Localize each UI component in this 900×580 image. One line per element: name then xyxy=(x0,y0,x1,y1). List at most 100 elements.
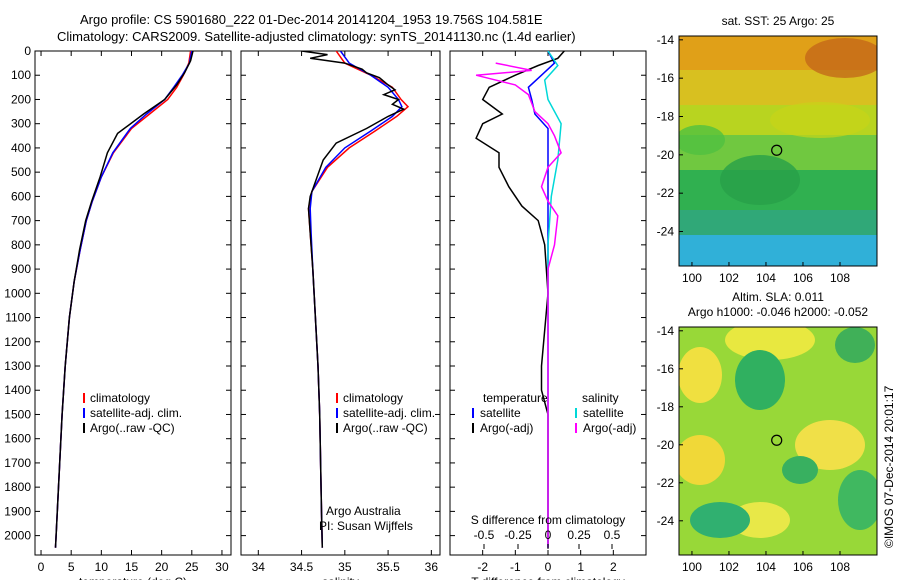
annotation-argo-australia: Argo Australia xyxy=(326,504,401,518)
legend-label-temperature: satellite-adj. clim. xyxy=(90,406,182,420)
y-tick-label: 1100 xyxy=(5,311,31,325)
map-x-tick-label: 102 xyxy=(719,560,739,574)
sla-low-2 xyxy=(690,502,750,538)
map-frame-sla_map xyxy=(678,326,878,556)
map-y-tick-label: -14 xyxy=(657,33,675,47)
x-tick-label-difference: 1 xyxy=(577,560,584,574)
legend-label-difference: Argo(-adj) xyxy=(480,421,533,435)
x-tick-label-salinity: 34 xyxy=(252,560,266,574)
y-tick-label: 1300 xyxy=(4,359,31,373)
x-tick-label-s-difference: 0.25 xyxy=(567,528,591,542)
x-tick-label-s-difference: 0 xyxy=(545,528,552,542)
legend-label-temperature: climatology xyxy=(90,391,150,405)
y-tick-label: 1800 xyxy=(4,480,31,494)
x-tick-label-salinity: 35.5 xyxy=(376,560,400,574)
argo-location-marker-sst_map xyxy=(771,144,783,156)
sla-high-3 xyxy=(795,420,865,470)
series-line-satellite-adj-clim- xyxy=(309,51,403,548)
sst-warm-patch xyxy=(805,38,877,78)
map-y-tick-label: -22 xyxy=(657,476,675,490)
map-y-tick-label: -24 xyxy=(657,514,675,528)
x-tick-label-temperature: 25 xyxy=(185,560,199,574)
y-tick-label: 2000 xyxy=(4,529,31,543)
y-tick-label: 600 xyxy=(11,189,31,203)
annotation-pi: PI: Susan Wijffels xyxy=(319,519,413,533)
legend-header-temperature: temperature xyxy=(483,391,548,405)
map-x-tick-label: 100 xyxy=(682,560,702,574)
sst-green-patch xyxy=(679,125,725,155)
y-tick-label: 200 xyxy=(11,92,31,106)
figure-title-line2: Climatology: CARS2009. Satellite-adjuste… xyxy=(57,29,576,44)
map-x-tick-label: 108 xyxy=(830,560,850,574)
legend-label-difference: satellite xyxy=(480,406,521,420)
map-x-tick-label: 104 xyxy=(756,560,776,574)
y-tick-label: 1400 xyxy=(4,383,31,397)
map-y-tick-label: -16 xyxy=(657,362,675,376)
x-tick-label-difference: 0 xyxy=(545,560,552,574)
series-line-satellite-adj-clim- xyxy=(54,51,193,548)
y-tick-label: 1500 xyxy=(4,407,31,421)
legend-label-salinity: Argo(..raw -QC) xyxy=(343,421,428,435)
plot-frame-salinity xyxy=(240,50,441,556)
series-group-temperature xyxy=(54,51,194,548)
map-y-tick-label: -24 xyxy=(657,225,675,239)
y-tick-label: 1600 xyxy=(4,432,31,446)
y-tick-label: 1900 xyxy=(4,504,31,518)
legend-label-salinity: satellite-adj. clim. xyxy=(343,406,435,420)
x-axis-label-difference: T difference from climatology xyxy=(471,575,625,580)
map-title-sst_map: sat. SST: 25 Argo: 25 xyxy=(722,14,835,28)
series-line-argo-raw-qc- xyxy=(301,51,406,548)
map-x-tick-label: 100 xyxy=(682,271,702,285)
series-group-salinity xyxy=(301,51,410,548)
argo-location-marker-sla_map xyxy=(771,434,783,446)
sst-yellow-patch xyxy=(770,102,870,138)
legend-label-salinity: climatology xyxy=(343,391,403,405)
map-x-tick-label: 106 xyxy=(793,560,813,574)
legend-header-salinity: salinity xyxy=(582,391,619,405)
series-line-s-argo-adj- xyxy=(475,62,562,548)
sla-high-2 xyxy=(725,327,815,360)
series-line-t-argo-adj- xyxy=(475,51,565,548)
map-y-tick-label: -14 xyxy=(657,324,675,338)
series-line-argo-raw-qc- xyxy=(54,51,194,548)
x-tick-label-temperature: 20 xyxy=(155,560,169,574)
map-y-tick-label: -18 xyxy=(657,110,675,124)
sla-low-1 xyxy=(735,350,785,410)
y-tick-label: 800 xyxy=(11,238,31,252)
x-axis-label-s-difference: S difference from climatology xyxy=(471,513,626,527)
y-tick-label: 1000 xyxy=(4,286,31,300)
y-tick-label: 700 xyxy=(11,214,31,228)
x-tick-label-temperature: 30 xyxy=(215,560,229,574)
x-tick-label-s-difference: -0.25 xyxy=(504,528,532,542)
y-tick-label: 300 xyxy=(11,117,31,131)
x-tick-label-s-difference: -0.5 xyxy=(474,528,495,542)
y-tick-label: 1200 xyxy=(4,335,31,349)
sla-low-3 xyxy=(838,470,877,530)
map-y-tick-label: -20 xyxy=(657,148,675,162)
x-axis-label-salinity: salinity xyxy=(322,575,359,580)
y-tick-label: 0 xyxy=(24,44,31,58)
sla-high-4 xyxy=(679,435,725,485)
sla-high-1 xyxy=(679,347,722,403)
x-tick-label-salinity: 35 xyxy=(338,560,352,574)
y-tick-label: 400 xyxy=(11,141,31,155)
x-tick-label-temperature: 15 xyxy=(125,560,139,574)
map-y-tick-label: -22 xyxy=(657,186,675,200)
x-tick-label-s-difference: 0.5 xyxy=(604,528,621,542)
series-group-difference xyxy=(475,51,565,548)
series-line-t-satellite xyxy=(527,51,556,548)
sst-cool-patch xyxy=(720,155,800,205)
sla-low-5 xyxy=(782,456,818,484)
x-tick-label-salinity: 36 xyxy=(425,560,439,574)
map-x-tick-label: 104 xyxy=(756,271,776,285)
series-line-climatology xyxy=(54,51,192,548)
map-frame-sst_map xyxy=(678,35,878,267)
map-y-tick-label: -16 xyxy=(657,71,675,85)
x-tick-label-temperature: 0 xyxy=(38,560,45,574)
map-x-tick-label: 108 xyxy=(830,271,850,285)
map-y-tick-label: -20 xyxy=(657,438,675,452)
y-tick-label: 900 xyxy=(11,262,31,276)
plot-frame-temperature xyxy=(34,50,232,556)
legend-label-difference: Argo(-adj) xyxy=(583,421,636,435)
